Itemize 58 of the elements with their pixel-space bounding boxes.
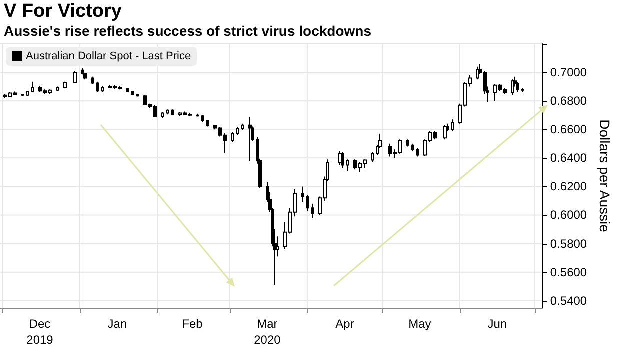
candlestick [136, 93, 139, 98]
candlestick [161, 112, 164, 119]
y-tick-label: 0.5600 [550, 265, 588, 280]
x-tick-label: Dec 2019 [26, 317, 54, 347]
candlestick [166, 109, 169, 116]
y-tick-label: 0.6800 [550, 94, 588, 108]
x-tick-label: Apr [336, 317, 354, 331]
x-tick-label: Mar 2020 [254, 317, 282, 347]
x-tick-label: May [408, 317, 432, 331]
candlestick [96, 81, 99, 94]
candlestick [21, 93, 24, 97]
x-tick-label: Jun [488, 317, 508, 331]
candlestick [73, 70, 77, 84]
candlestick [521, 88, 524, 94]
candlestick [196, 113, 199, 118]
y-tick-label: 0.7000 [550, 66, 588, 80]
y-tick-label: 0.5800 [550, 236, 588, 251]
legend-label: Australian Dollar Spot - Last Price [26, 50, 192, 62]
candlestick [371, 152, 374, 163]
chart-subtitle: Aussie's rise reflects success of strict virus lockdowns [4, 23, 372, 39]
x-tick-label: Jan [108, 317, 128, 331]
candlestick [241, 123, 244, 131]
candlestick [451, 119, 454, 132]
candlestick [231, 132, 234, 143]
candlestick [306, 194, 309, 212]
candlestick [476, 66, 479, 80]
candlestick [81, 68, 84, 76]
candlestick [171, 109, 174, 116]
y-tick-label: 0.6000 [550, 208, 588, 222]
candlestick [126, 88, 129, 94]
candlestick [131, 90, 134, 96]
candlestick [206, 120, 209, 128]
candlestick [416, 148, 419, 158]
candlestick [56, 86, 59, 92]
y-tick-label: 0.6400 [550, 151, 588, 166]
candlestick [91, 76, 94, 84]
candlestick [341, 152, 344, 169]
candlestick [511, 79, 514, 96]
y-tick-label: 0.6200 [550, 180, 588, 194]
y-tick-label: 0.6600 [550, 122, 588, 137]
candlestick [301, 186, 304, 203]
y-tick-label: 0.5400 [550, 294, 588, 308]
candlestick [201, 114, 204, 123]
candlestick [311, 203, 314, 219]
x-tick-label: Feb [182, 317, 204, 331]
candlestick [31, 81, 34, 94]
candlestick [83, 72, 87, 80]
candlestick [406, 139, 409, 148]
candlestick [346, 159, 349, 172]
candlestick [63, 81, 67, 89]
candlestick [236, 126, 239, 136]
chart-title: V For Victory [4, 1, 122, 22]
y-axis-title: Dollars per Aussie [597, 120, 613, 233]
candlestick [411, 143, 414, 152]
candlestick [248, 116, 252, 162]
candlestick [26, 90, 29, 97]
candlestick [443, 124, 447, 140]
candlestick [101, 86, 104, 94]
